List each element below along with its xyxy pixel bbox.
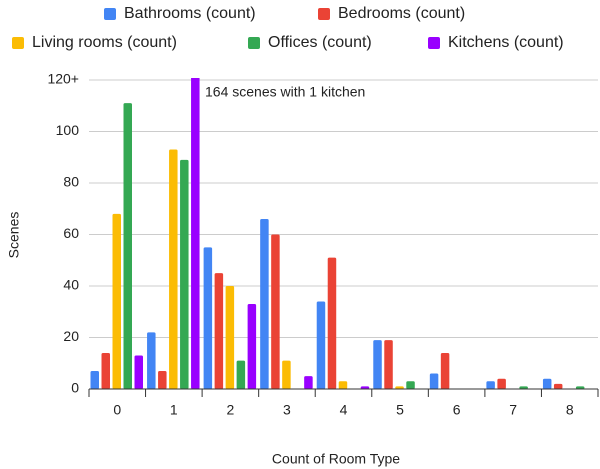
bar [316, 301, 326, 389]
bar [112, 213, 121, 389]
x-tick-label: 5 [396, 402, 404, 418]
annotation: 164 scenes with 1 kitchen [205, 84, 365, 100]
bar [486, 381, 495, 389]
bar [304, 376, 313, 389]
x-tick-label: 4 [340, 402, 348, 418]
bar [236, 360, 246, 389]
bar [395, 386, 404, 389]
bar [101, 352, 110, 389]
x-tick-label: 3 [283, 402, 291, 418]
bar [123, 103, 132, 390]
bar [147, 332, 156, 389]
x-tick-label: 6 [453, 402, 461, 418]
legend-label: Bathrooms (count) [124, 5, 256, 22]
bar [158, 370, 167, 389]
x-tick-label: 8 [566, 402, 574, 418]
x-tick-label: 7 [509, 402, 517, 418]
y-tick-label: 120+ [47, 71, 79, 87]
bar [90, 370, 99, 389]
y-tick-label: 80 [63, 174, 79, 190]
bar [519, 386, 528, 389]
bar [282, 360, 291, 389]
y-axis-label: Scenes [6, 212, 22, 259]
bar [440, 352, 450, 389]
bar [406, 381, 415, 389]
bar [360, 386, 370, 389]
legend-label: Bedrooms (count) [338, 5, 465, 22]
x-tick-label: 0 [113, 402, 121, 418]
x-tick-label: 2 [226, 402, 234, 418]
bar [429, 373, 439, 389]
bar [542, 378, 552, 389]
y-tick-label: 100 [56, 122, 80, 138]
legend-swatch [248, 37, 260, 49]
bar [497, 378, 506, 389]
legend-swatch [318, 8, 330, 20]
bar [260, 219, 269, 389]
y-tick-label: 0 [71, 380, 79, 396]
x-axis-label: Count of Room Type [272, 451, 400, 467]
bar [134, 355, 143, 389]
y-tick-label: 20 [63, 328, 79, 344]
bar [575, 386, 585, 389]
legend-label: Living rooms (count) [32, 34, 177, 51]
bar [225, 286, 235, 389]
bar [214, 273, 224, 389]
x-tick-label: 1 [170, 402, 178, 418]
bar [271, 234, 280, 389]
bar [203, 247, 213, 389]
legend-swatch [428, 37, 440, 49]
bar [338, 381, 348, 389]
bar [327, 257, 337, 389]
y-tick-label: 40 [63, 277, 79, 293]
bar [553, 383, 563, 389]
bar [384, 340, 393, 389]
legend-swatch [104, 8, 116, 20]
y-tick-label: 60 [63, 225, 79, 241]
bar [180, 159, 189, 389]
bar [191, 78, 200, 389]
bar [247, 304, 257, 389]
legend-label: Kitchens (count) [448, 34, 564, 51]
bar [169, 149, 178, 389]
legend-swatch [12, 37, 24, 49]
bar [373, 340, 382, 389]
legend-label: Offices (count) [268, 34, 372, 51]
